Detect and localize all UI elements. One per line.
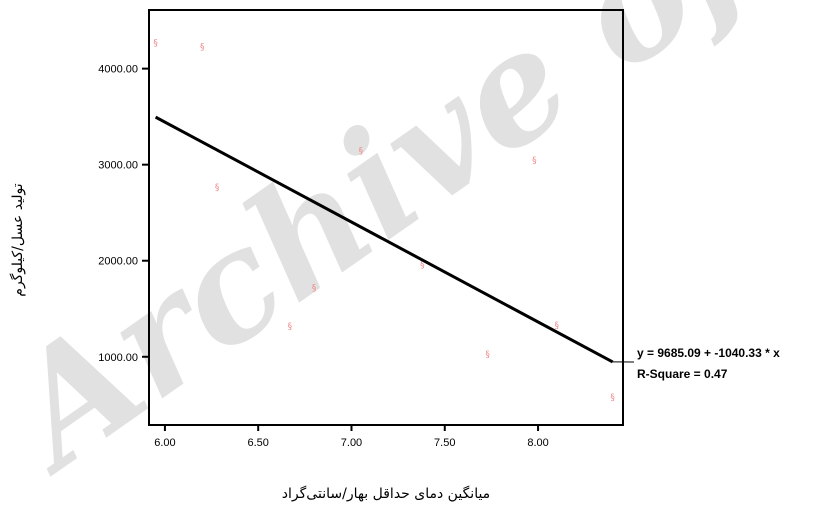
x-tick-label: 7.50: [434, 437, 455, 449]
data-point: §: [153, 39, 158, 49]
y-tick-label: 4000.00: [98, 64, 138, 76]
regression-equation: y = 9685.09 + -1040.33 * x: [637, 346, 780, 360]
x-tick-label: 7.00: [341, 437, 362, 449]
x-tick-label: 8.00: [527, 437, 548, 449]
r-square-label: R-Square = 0.47: [637, 367, 728, 381]
y-tick-label: 2000.00: [98, 256, 138, 268]
x-tick-label: 6.50: [247, 437, 268, 449]
data-point: §: [420, 261, 425, 271]
y-axis-title: تولید عسل/کیلوگرم: [9, 183, 26, 296]
data-point: §: [312, 284, 317, 294]
data-point: §: [215, 183, 220, 193]
x-axis: 6.00 6.50 7.00 7.50 8.00: [154, 425, 549, 449]
watermark: Archive of: [0, 0, 796, 506]
y-tick-label: 3000.00: [98, 160, 138, 172]
x-tick-label: 6.00: [154, 437, 175, 449]
regression-line: [154, 115, 614, 364]
y-axis: 1000.00 2000.00 3000.00 4000.00: [98, 64, 149, 364]
data-points: § § § § § § § § § § §: [153, 39, 615, 403]
data-point: §: [610, 393, 615, 403]
y-tick-label: 1000.00: [98, 352, 138, 364]
data-point: §: [554, 321, 559, 331]
data-point: §: [288, 322, 293, 332]
data-point: §: [485, 350, 490, 360]
data-point: §: [359, 146, 364, 156]
data-point: §: [200, 43, 205, 53]
data-point: §: [532, 156, 537, 166]
plot-frame: [148, 9, 624, 426]
x-axis-title: میانگین دمای حداقل بهار/سانتی‌گراد: [282, 485, 490, 502]
